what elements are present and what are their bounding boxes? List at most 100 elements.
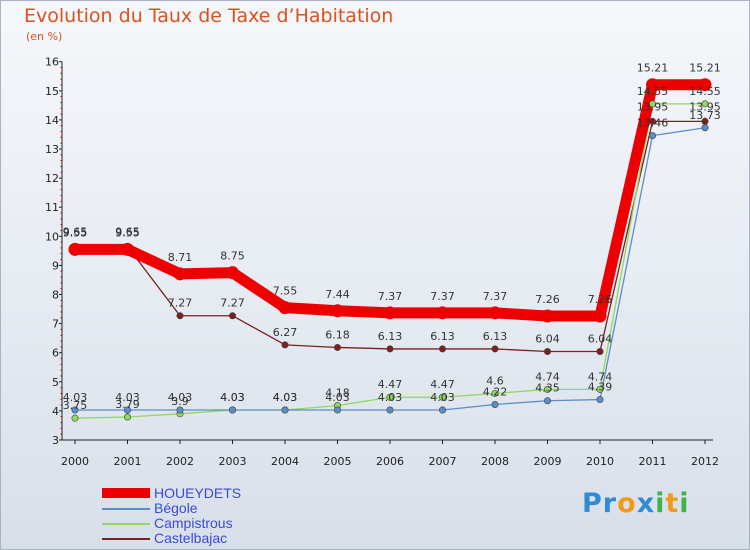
x-tick-label: 2007 — [429, 455, 457, 468]
y-tick-label: 15 — [45, 85, 59, 98]
x-tick-label: 2003 — [219, 455, 247, 468]
data-point — [698, 78, 712, 92]
data-point — [596, 385, 604, 393]
data-label: 4.03 — [273, 391, 298, 404]
x-tick-label: 2006 — [376, 455, 404, 468]
data-point — [596, 396, 604, 404]
data-label: 4.74 — [535, 370, 560, 383]
data-point — [438, 345, 446, 353]
data-point — [68, 242, 82, 256]
data-point — [71, 414, 79, 422]
data-label: 13.95 — [637, 100, 669, 113]
data-label: 4.39 — [588, 381, 613, 394]
y-tick-label: 11 — [45, 201, 59, 214]
data-point — [121, 242, 134, 256]
logo-letter: t — [665, 488, 680, 519]
data-label: 8.71 — [168, 251, 193, 264]
data-label: 4.03 — [168, 391, 193, 404]
y-tick-label: 16 — [45, 56, 59, 69]
data-label: 13.95 — [689, 100, 721, 113]
data-label: 7.26 — [535, 293, 560, 306]
data-point — [383, 306, 397, 320]
data-label: 6.13 — [430, 330, 455, 343]
x-tick-label: 2010 — [586, 455, 614, 468]
data-point — [281, 406, 289, 414]
y-tick-label: 7 — [52, 318, 59, 331]
data-point — [333, 343, 341, 351]
data-point — [648, 117, 656, 125]
data-point — [278, 301, 292, 315]
legend-swatch-campistrous — [102, 523, 150, 525]
legend-label-houeydets: HOUEYDETS — [154, 485, 242, 501]
data-point — [124, 406, 132, 414]
data-label: 15.21 — [637, 62, 669, 75]
y-tick-label: 12 — [45, 172, 59, 185]
logo-letter: x — [636, 488, 656, 519]
data-label: 6.04 — [535, 333, 560, 346]
y-tick-label: 8 — [52, 289, 59, 302]
y-tick-label: 3 — [52, 434, 59, 447]
data-label: 7.27 — [220, 297, 245, 310]
data-label: 7.37 — [430, 290, 455, 303]
data-label: 8.75 — [220, 250, 245, 263]
data-label: 4.22 — [483, 385, 508, 398]
data-label: 6.18 — [325, 328, 350, 341]
data-label: 14.55 — [689, 85, 721, 98]
x-tick-label: 2008 — [481, 455, 509, 468]
data-label: 4.35 — [535, 382, 560, 395]
data-point — [543, 397, 551, 405]
logo-letter: o — [617, 488, 637, 519]
data-point — [173, 267, 187, 281]
data-point — [543, 348, 551, 356]
data-label: 4.74 — [588, 370, 613, 383]
data-label: 7.44 — [325, 288, 350, 301]
data-point — [386, 345, 394, 353]
data-label: 7.55 — [273, 285, 298, 298]
data-label: 4.03 — [220, 391, 245, 404]
logo-letter: r — [602, 488, 618, 519]
data-label: 4.47 — [430, 378, 455, 391]
x-tick-label: 2001 — [114, 455, 142, 468]
chart-series-markers — [68, 78, 712, 422]
x-tick-label: 2009 — [534, 455, 562, 468]
logo-letter: i — [655, 488, 666, 519]
data-point — [176, 406, 184, 414]
data-point — [491, 389, 499, 397]
data-point — [438, 393, 446, 401]
chart-unit-label: (en %) — [26, 30, 63, 43]
data-label: 4.18 — [325, 387, 350, 400]
data-label: 4.03 — [378, 391, 403, 404]
proxiti-logo: Proxiti — [582, 488, 690, 519]
data-label: 7.26 — [588, 293, 613, 306]
data-point — [229, 406, 237, 414]
data-label: 4.03 — [430, 391, 455, 404]
data-label: 3.75 — [63, 399, 88, 412]
data-label: 4.47 — [378, 378, 403, 391]
data-label: 7.37 — [378, 290, 403, 303]
data-label: 4.03 — [63, 391, 88, 404]
legend-label-begole: Bégole — [154, 500, 198, 516]
legend-label-campistrous: Campistrous — [154, 515, 233, 531]
x-tick-label: 2002 — [166, 455, 194, 468]
data-label: 4.03 — [220, 391, 245, 404]
data-point — [71, 406, 79, 414]
y-tick-label: 5 — [52, 376, 59, 389]
data-point — [541, 309, 554, 323]
legend-swatch-castelbajac — [102, 538, 150, 540]
data-label: 9.55 — [63, 226, 88, 239]
data-label: 6.13 — [378, 330, 403, 343]
data-label: 4.03 — [273, 391, 298, 404]
chart-axes: 3 4 5 6 7 8 9 10 11 12 13 14 15 16 2000 2001 2002 2003 200… — [45, 56, 719, 468]
data-point — [386, 393, 394, 401]
series-line-houeydets — [69, 79, 711, 322]
data-label: 3.9 — [171, 395, 189, 408]
logo-letter: P — [582, 488, 603, 519]
data-point — [491, 345, 499, 353]
data-point — [543, 385, 551, 393]
data-point — [701, 100, 709, 108]
data-point — [701, 124, 709, 132]
y-tick-label: 9 — [52, 259, 59, 272]
data-label: 9.65 — [63, 225, 88, 238]
data-label: 6.13 — [483, 330, 508, 343]
